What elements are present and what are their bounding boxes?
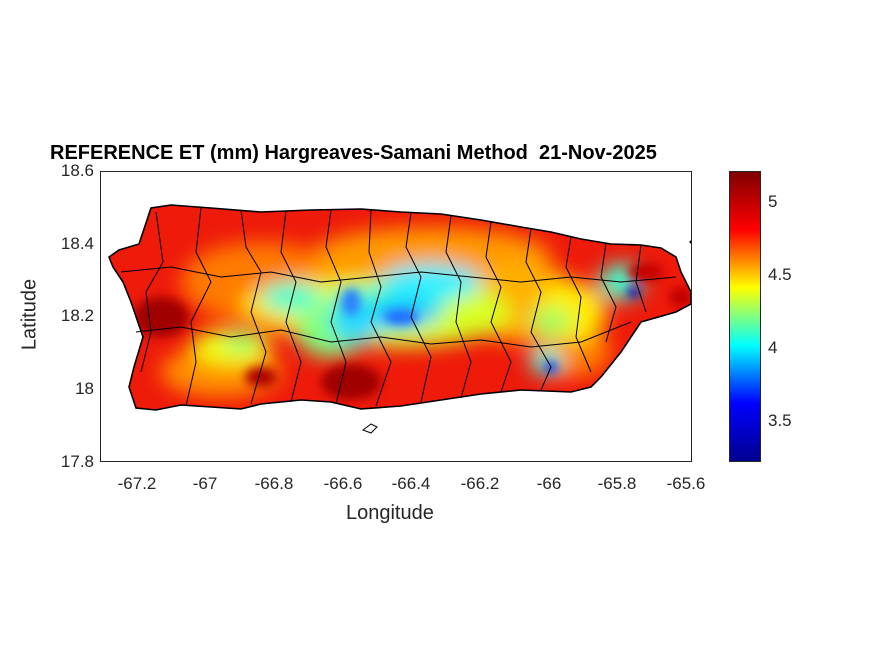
x-tick-label: -66.4 (391, 474, 431, 493)
x-tick-label: -67 (192, 474, 218, 493)
et-map (108, 204, 691, 434)
map-axes (100, 171, 692, 462)
y-tick-label: 18.6 (60, 161, 94, 180)
colorbar-tick-label: 3.5 (768, 411, 792, 430)
x-tick-label: -66.2 (460, 474, 500, 493)
et-raster (109, 205, 691, 410)
x-tick-label: -65.8 (597, 474, 637, 493)
x-tick-label: -65.6 (666, 474, 706, 493)
colorbar-tick-label: 5 (768, 192, 778, 211)
y-axis-label: Latitude (18, 278, 41, 351)
x-tick-label: -66 (536, 474, 562, 493)
caja-de-muertos-island (361, 423, 378, 434)
culebra-island-edge (689, 240, 691, 244)
colorbar (729, 171, 761, 462)
municipality-boundaries (120, 207, 677, 407)
chart-title: REFERENCE ET (mm) Hargreaves-Samani Meth… (50, 142, 657, 164)
x-axis-label: Longitude (346, 502, 434, 524)
x-tick-label: -66.8 (254, 474, 294, 493)
colorbar-tick-label: 4.5 (768, 265, 792, 284)
y-tick-label: 18.2 (60, 306, 94, 325)
y-tick-label: 18 (75, 379, 94, 398)
y-tick-label: 18.4 (60, 234, 94, 253)
colorbar-tick-label: 4 (768, 338, 778, 357)
x-tick-label: -67.2 (117, 474, 157, 493)
x-tick-label: -66.6 (323, 474, 363, 493)
y-tick-label: 17.8 (60, 452, 94, 471)
